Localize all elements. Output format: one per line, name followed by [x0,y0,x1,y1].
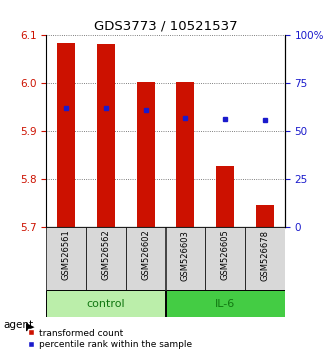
Bar [205,227,245,290]
Bar [245,227,285,290]
Text: GSM526602: GSM526602 [141,230,150,280]
Text: GSM526678: GSM526678 [260,230,269,281]
Bar [86,227,126,290]
Bar [166,227,205,290]
Bar [46,290,166,317]
Text: GSM526561: GSM526561 [62,230,71,280]
Bar [126,227,166,290]
Bar [97,44,115,227]
Bar [166,290,285,317]
Title: GDS3773 / 10521537: GDS3773 / 10521537 [94,20,237,33]
Text: ▶: ▶ [25,322,34,332]
Text: IL-6: IL-6 [215,298,235,309]
Text: agent: agent [3,320,33,330]
Text: GSM526605: GSM526605 [220,230,230,280]
Bar [256,205,274,227]
Text: GSM526603: GSM526603 [181,230,190,281]
Bar [216,166,234,227]
Legend: transformed count, percentile rank within the sample: transformed count, percentile rank withi… [28,329,192,349]
Bar [57,42,75,227]
Bar [46,227,86,290]
Bar [137,82,155,227]
Text: control: control [87,298,125,309]
Text: GSM526562: GSM526562 [101,230,111,280]
Bar [176,82,194,227]
